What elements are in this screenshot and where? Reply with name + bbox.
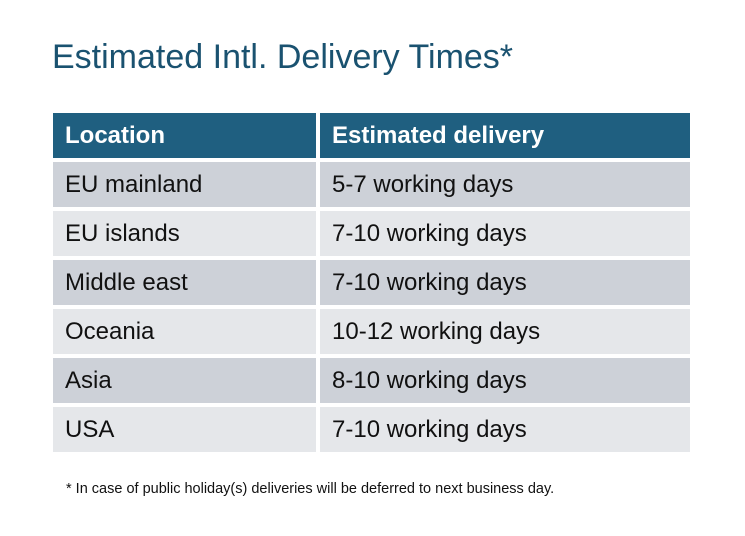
footnote: * In case of public holiday(s) deliverie… <box>66 481 555 497</box>
table-row: Oceania 10-12 working days <box>53 309 690 354</box>
location-cell: EU islands <box>53 211 316 256</box>
location-cell: Middle east <box>53 260 316 305</box>
table-header-row: Location Estimated delivery <box>53 113 690 158</box>
delivery-cell: 5-7 working days <box>320 162 690 207</box>
location-cell: USA <box>53 407 316 452</box>
header-estimated-delivery: Estimated delivery <box>320 113 690 158</box>
table-row: EU mainland 5-7 working days <box>53 162 690 207</box>
location-cell: Asia <box>53 358 316 403</box>
delivery-cell: 8-10 working days <box>320 358 690 403</box>
table-row: EU islands 7-10 working days <box>53 211 690 256</box>
delivery-cell: 10-12 working days <box>320 309 690 354</box>
delivery-cell: 7-10 working days <box>320 260 690 305</box>
page-title: Estimated Intl. Delivery Times* <box>52 38 514 76</box>
header-location: Location <box>53 113 316 158</box>
delivery-cell: 7-10 working days <box>320 211 690 256</box>
delivery-cell: 7-10 working days <box>320 407 690 452</box>
table-row: Asia 8-10 working days <box>53 358 690 403</box>
location-cell: Oceania <box>53 309 316 354</box>
table-row: Middle east 7-10 working days <box>53 260 690 305</box>
location-cell: EU mainland <box>53 162 316 207</box>
table-row: USA 7-10 working days <box>53 407 690 452</box>
delivery-table: Location Estimated delivery EU mainland … <box>53 113 690 456</box>
